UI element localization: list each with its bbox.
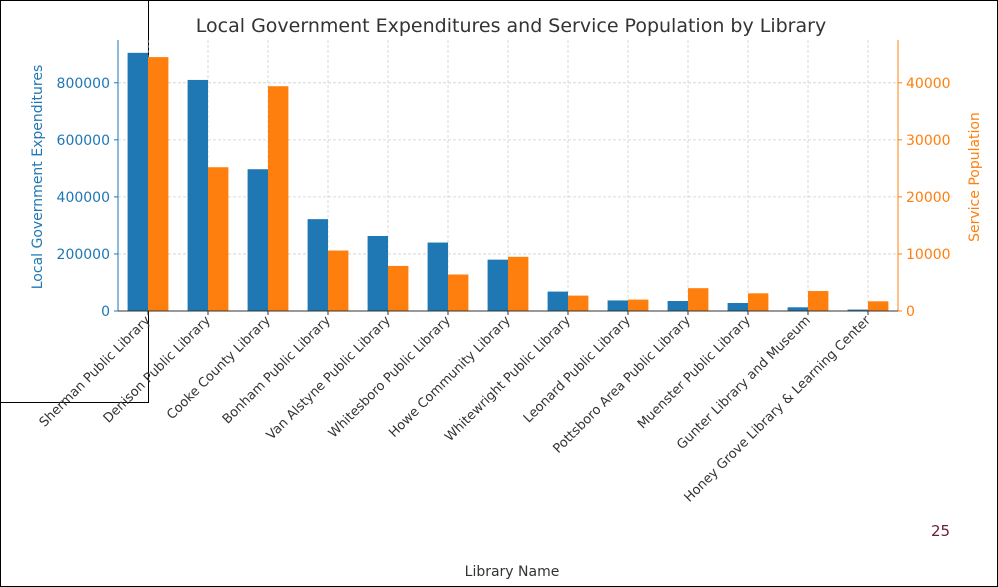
bar-expenditures (847, 309, 868, 311)
y-left-tick-label: 200000 (57, 247, 110, 263)
bar-expenditures (187, 79, 208, 311)
x-tick-label: Leonard Public Library (521, 313, 634, 426)
bar-expenditures (607, 300, 628, 311)
x-tick-label: Van Alstyne Public Library (264, 313, 394, 443)
bar-service-population (808, 291, 829, 311)
bar-service-population (148, 57, 169, 312)
x-tick-label: Cooke County Library (164, 313, 274, 423)
bar-expenditures (367, 235, 388, 311)
bar-service-population (568, 295, 589, 311)
y-right-tick-label: 30000 (906, 133, 951, 149)
y-axis-left-label: Local Government Expenditures (30, 65, 46, 290)
bar-expenditures (667, 301, 688, 311)
y-right-tick-label: 20000 (906, 190, 951, 206)
y-left-tick-label: 800000 (57, 76, 110, 92)
bar-expenditures (427, 242, 448, 311)
x-tick-label: Denison Public Library (101, 313, 214, 426)
bar-expenditures (127, 52, 148, 311)
bar-service-population (688, 288, 709, 311)
y-right-tick-label: 0 (906, 304, 915, 320)
bar-expenditures (247, 169, 268, 311)
bar-service-population (268, 86, 289, 311)
bar-service-population (328, 250, 349, 311)
bars (127, 52, 889, 312)
bar-service-population (748, 293, 769, 311)
bar-service-population (628, 299, 649, 311)
bar-service-population (448, 274, 469, 311)
y-left-tick-label: 600000 (57, 133, 110, 149)
x-axis-label: Library Name (465, 564, 560, 580)
bar-service-population (508, 256, 529, 311)
bar-expenditures (487, 259, 508, 311)
bar-expenditures (787, 307, 808, 311)
x-tick-label: Whitewright Public Library (442, 313, 574, 445)
bar-expenditures (547, 291, 568, 311)
page-number: 25 (931, 522, 951, 540)
y-axis-right-label: Service Population (967, 112, 983, 242)
y-left-tick-label: 400000 (57, 190, 110, 206)
y-right-tick-label: 10000 (906, 247, 951, 263)
x-tick-label: Whitesboro Public Library (326, 313, 454, 441)
bar-service-population (868, 301, 889, 311)
x-tick-label: Muenster Public Library (635, 313, 754, 432)
y-left-tick-label: 0 (101, 304, 110, 320)
bar-expenditures (307, 219, 328, 311)
chart-title: Local Government Expenditures and Servic… (196, 15, 826, 37)
x-tick-label: Bonham Public Library (220, 313, 334, 427)
bar-service-population (208, 167, 229, 311)
background-slide-panel (0, 0, 149, 403)
bar-expenditures (727, 303, 748, 311)
y-right-tick-label: 40000 (906, 76, 951, 92)
x-tick-label: Sherman Public Library (37, 313, 154, 430)
x-tick-label: Howe Community Library (386, 313, 514, 441)
bar-service-population (388, 265, 409, 311)
